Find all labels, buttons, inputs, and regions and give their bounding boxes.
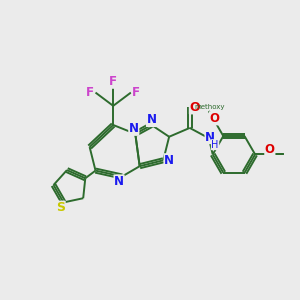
Text: F: F bbox=[132, 86, 140, 99]
Text: H: H bbox=[212, 140, 219, 150]
Text: F: F bbox=[109, 75, 117, 88]
Text: N: N bbox=[129, 122, 139, 135]
Text: N: N bbox=[114, 175, 124, 188]
Text: N: N bbox=[164, 154, 174, 167]
Text: O: O bbox=[189, 101, 200, 114]
Text: S: S bbox=[56, 201, 65, 214]
Text: O: O bbox=[209, 112, 220, 125]
Text: N: N bbox=[205, 130, 215, 143]
Text: O: O bbox=[265, 143, 275, 156]
Text: methoxy: methoxy bbox=[194, 103, 225, 109]
Text: F: F bbox=[86, 86, 94, 99]
Text: N: N bbox=[146, 113, 157, 127]
